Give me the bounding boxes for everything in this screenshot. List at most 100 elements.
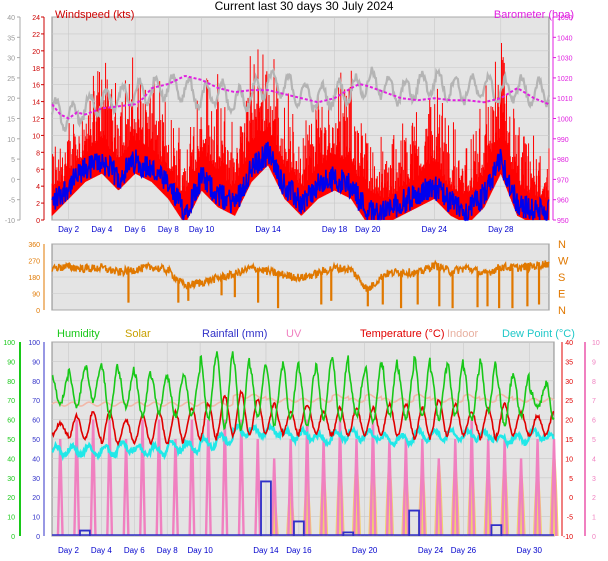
x-tick-label: Day 4 bbox=[91, 225, 112, 234]
x-tick-label: Day 4 bbox=[91, 546, 112, 555]
y-tick-label: 50 bbox=[32, 437, 40, 444]
y-tick-label: 100 bbox=[3, 340, 15, 347]
y-tick-label: 16 bbox=[32, 83, 40, 90]
uv-spike bbox=[451, 438, 459, 537]
y-tick-label: 25 bbox=[565, 398, 573, 405]
y-tick-label: 8 bbox=[592, 379, 596, 386]
y-tick-label: 0 bbox=[36, 218, 40, 225]
x-tick-label: Day 16 bbox=[286, 546, 312, 555]
y-tick-label: 40 bbox=[565, 340, 573, 347]
compass-label: E bbox=[558, 289, 565, 301]
y-tick-label: 90 bbox=[7, 359, 15, 366]
y-tick-label: 0 bbox=[11, 534, 15, 541]
y-tick-label: 1 bbox=[592, 515, 596, 522]
rainfall-step bbox=[408, 509, 420, 536]
y-tick-label: 30 bbox=[565, 379, 573, 386]
y-tick-label: 5 bbox=[569, 476, 573, 483]
y-tick-label: 25 bbox=[7, 76, 15, 83]
y-tick-label: 10 bbox=[565, 456, 573, 463]
y-tick-label: 10 bbox=[7, 137, 15, 144]
compass-label: S bbox=[558, 272, 565, 284]
y-tick-label: 0 bbox=[36, 308, 40, 315]
y-tick-label: 20 bbox=[7, 495, 15, 502]
y-tick-label: 15 bbox=[565, 437, 573, 444]
x-tick-label: Day 8 bbox=[157, 546, 178, 555]
y-tick-label: 270 bbox=[28, 259, 40, 266]
y-tick-label: 980 bbox=[557, 157, 569, 164]
y-tick-label: 1040 bbox=[557, 35, 573, 42]
humidity-label: Humidity bbox=[57, 328, 100, 340]
y-tick-label: 950 bbox=[557, 218, 569, 225]
y-tick-label: 5 bbox=[11, 157, 15, 164]
uv-spike bbox=[221, 419, 229, 537]
y-tick-label: 6 bbox=[36, 167, 40, 174]
y-tick-label: 1000 bbox=[557, 117, 573, 124]
x-tick-label: Day 24 bbox=[422, 225, 448, 234]
compass-label: N bbox=[558, 305, 566, 317]
uv-spike bbox=[303, 419, 311, 537]
y-tick-label: 30 bbox=[7, 476, 15, 483]
uv-spike bbox=[139, 419, 147, 537]
uv-spike bbox=[188, 419, 196, 537]
y-tick-label: 80 bbox=[32, 379, 40, 386]
y-tick-label: 15 bbox=[7, 117, 15, 124]
y-tick-label: 4 bbox=[592, 456, 596, 463]
barometer-line bbox=[51, 75, 550, 120]
y-tick-label: 7 bbox=[592, 398, 596, 405]
y-tick-label: 2 bbox=[36, 201, 40, 208]
x-tick-label: Day 26 bbox=[451, 546, 477, 555]
uv-spike bbox=[155, 419, 163, 537]
y-tick-label: 30 bbox=[7, 56, 15, 63]
x-tick-label: Day 10 bbox=[189, 225, 215, 234]
y-tick-label: 90 bbox=[32, 292, 40, 299]
compass-label: W bbox=[558, 256, 569, 268]
rainfall-step bbox=[342, 531, 355, 536]
y-tick-label: 5 bbox=[592, 437, 596, 444]
x-tick-label: Day 14 bbox=[255, 225, 281, 234]
y-tick-label: 0 bbox=[11, 177, 15, 184]
uv-spike bbox=[287, 438, 295, 537]
y-tick-label: 50 bbox=[7, 437, 15, 444]
y-tick-label: 60 bbox=[7, 418, 15, 425]
dew-point-line bbox=[51, 421, 555, 462]
y-tick-label: 990 bbox=[557, 137, 569, 144]
uv-spike bbox=[550, 438, 558, 537]
dew-point-label: Dew Point (°C) bbox=[502, 328, 575, 340]
uv-label: UV bbox=[286, 328, 302, 340]
x-tick-label: Day 28 bbox=[488, 225, 514, 234]
y-tick-label: 1020 bbox=[557, 76, 573, 83]
baro-axis-title: Barometer (hpa) bbox=[494, 9, 574, 21]
uv-spike bbox=[270, 458, 278, 537]
x-tick-label: Day 18 bbox=[322, 225, 348, 234]
uv-spike bbox=[435, 458, 443, 537]
y-tick-label: 0 bbox=[592, 534, 596, 541]
y-tick-label: 60 bbox=[32, 418, 40, 425]
y-tick-label: 0 bbox=[569, 495, 573, 502]
y-tick-label: 360 bbox=[28, 242, 40, 249]
rainfall-label: Rainfall (mm) bbox=[202, 328, 267, 340]
uv-spike bbox=[89, 419, 97, 537]
y-tick-label: 80 bbox=[7, 379, 15, 386]
y-tick-label: 24 bbox=[32, 15, 40, 22]
y-tick-label: 6 bbox=[592, 418, 596, 425]
y-tick-label: 35 bbox=[565, 359, 573, 366]
y-tick-label: 180 bbox=[28, 275, 40, 282]
y-tick-label: 20 bbox=[32, 495, 40, 502]
compass-label: N bbox=[558, 239, 566, 251]
x-tick-label: Day 20 bbox=[352, 546, 378, 555]
uv-spike bbox=[237, 419, 245, 537]
y-tick-label: 10 bbox=[7, 515, 15, 522]
y-tick-label: 2 bbox=[592, 495, 596, 502]
x-tick-label: Day 10 bbox=[187, 546, 213, 555]
x-tick-label: Day 2 bbox=[58, 546, 79, 555]
y-tick-label: 4 bbox=[36, 184, 40, 191]
y-tick-label: 10 bbox=[32, 133, 40, 140]
y-tick-label: 0 bbox=[36, 534, 40, 541]
y-tick-label: 3 bbox=[592, 476, 596, 483]
y-tick-label: 40 bbox=[32, 456, 40, 463]
y-tick-label: 20 bbox=[565, 418, 573, 425]
y-tick-label: 14 bbox=[32, 100, 40, 107]
y-tick-label: 18 bbox=[32, 66, 40, 73]
uv-spike bbox=[56, 438, 64, 537]
y-tick-label: 35 bbox=[7, 35, 15, 42]
